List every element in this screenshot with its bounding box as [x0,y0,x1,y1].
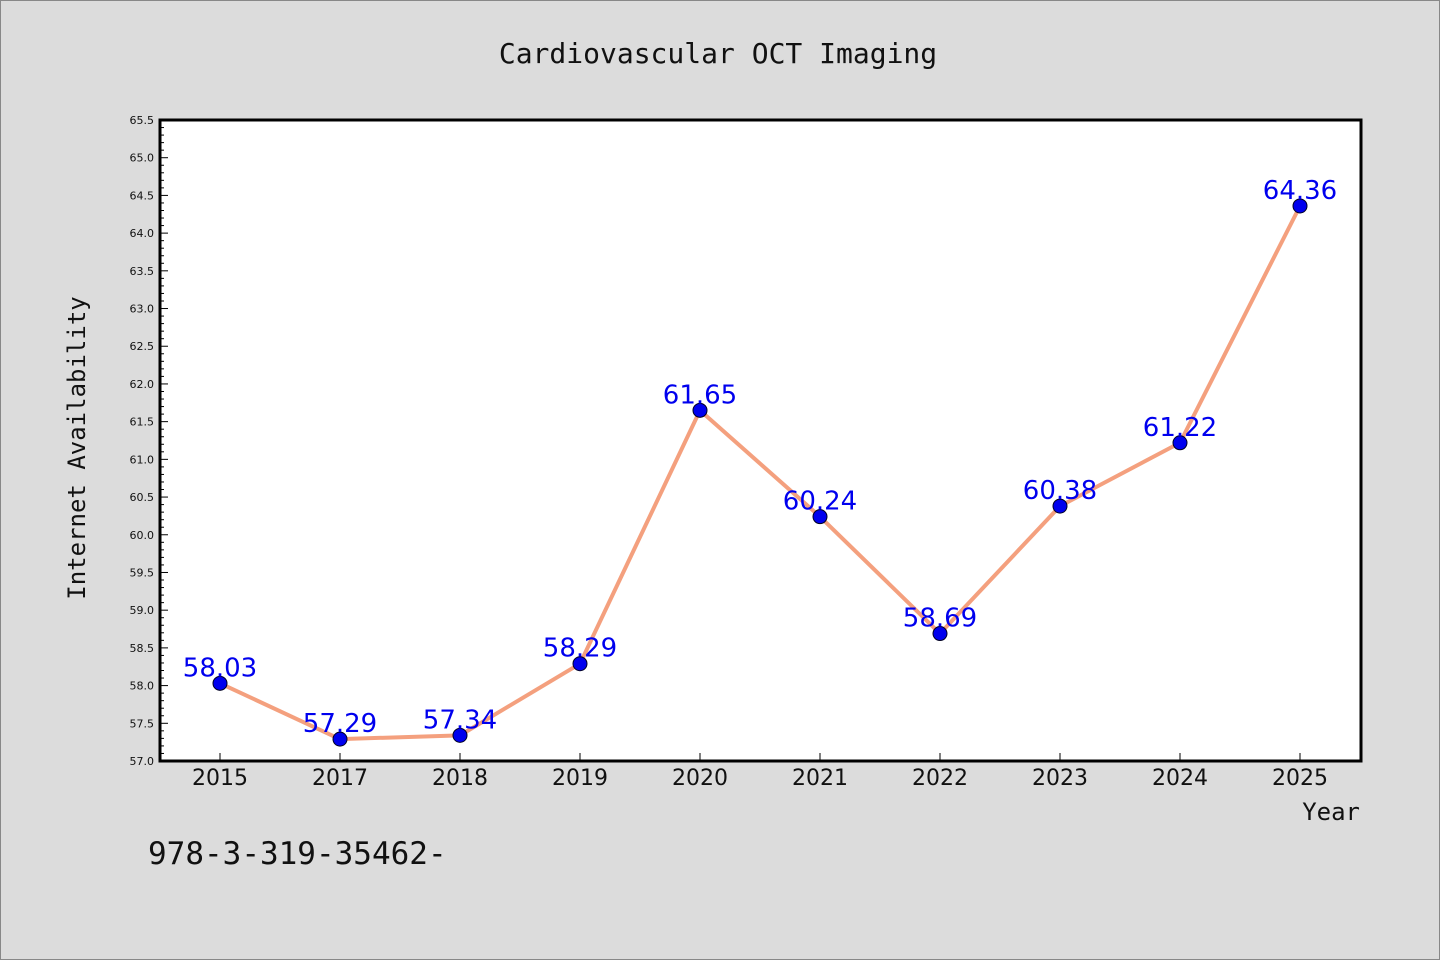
chart-title: Cardiovascular OCT Imaging [499,37,937,70]
y-tick-label: 60.0 [130,529,155,542]
y-tick-label: 62.5 [130,340,155,353]
plot-area [158,118,1363,763]
x-tick-label: 2024 [1152,766,1208,791]
data-label: 60.38 [1023,476,1097,506]
x-tick-label: 2025 [1272,766,1328,791]
y-tick-label: 64.0 [130,227,155,240]
y-axis: 57.0 57.5 58.0 58.5 59.0 59.5 60.0 60.5 61.0 61.5… [130,114,168,768]
y-axis-title: Internet Availability [63,296,91,599]
x-axis-title: Year [1302,798,1360,826]
data-point [212,675,228,691]
x-tick-label: 2017 [312,766,368,791]
x-tick-label: 2018 [432,766,488,791]
data-point [1052,498,1068,514]
y-tick-label: 60.5 [130,491,155,504]
x-tick-label: 2022 [912,766,968,791]
x-axis: 2015 2017 2018 2019 2020 2021 2022 2023 2024 2025 [192,753,1328,791]
data-label: 58.69 [903,604,977,634]
y-tick-label: 64.5 [130,189,155,202]
x-tick-label: 2020 [672,766,728,791]
y-tick-label: 61.5 [130,416,155,429]
x-tick-label: 2019 [552,766,608,791]
y-tick-label: 63.0 [130,303,155,316]
data-label: 57.29 [303,709,377,739]
data-point [812,509,828,525]
series-line [218,203,1302,742]
data-label: 64.36 [1263,176,1337,206]
y-tick-label: 59.5 [130,566,155,579]
data-label: 57.34 [423,705,497,735]
series-group: 58.03 57.29 57.34 58.29 61.65 60.24 58.69 60.38… [183,176,1337,747]
y-tick-label: 61.0 [130,453,155,466]
x-tick-label: 2021 [792,766,848,791]
data-label: 61.65 [663,380,737,410]
y-tick-label: 57.0 [130,755,155,768]
y-tick-label: 65.5 [130,114,155,127]
data-point [452,727,468,743]
data-label: 60.24 [783,487,857,517]
y-tick-label: 58.5 [130,642,155,655]
data-point [1292,198,1308,214]
y-tick-label: 57.5 [130,717,155,730]
data-label: 58.03 [183,653,257,683]
x-tick-label: 2023 [1032,766,1088,791]
data-point [1172,435,1188,451]
footnote-text: 978-3-319-35462- [148,836,447,872]
y-tick-label: 58.0 [130,680,155,693]
y-tick-label: 59.0 [130,604,155,617]
x-tick-label: 2015 [192,766,248,791]
data-label: 58.29 [543,634,617,664]
y-tick-label: 63.5 [130,265,155,278]
y-tick-label: 65.0 [130,152,155,165]
data-point [332,731,348,747]
data-point [692,402,708,418]
data-point [572,656,588,672]
data-point [932,626,948,642]
y-tick-label: 62.0 [130,378,155,391]
data-label: 61.22 [1143,413,1217,443]
